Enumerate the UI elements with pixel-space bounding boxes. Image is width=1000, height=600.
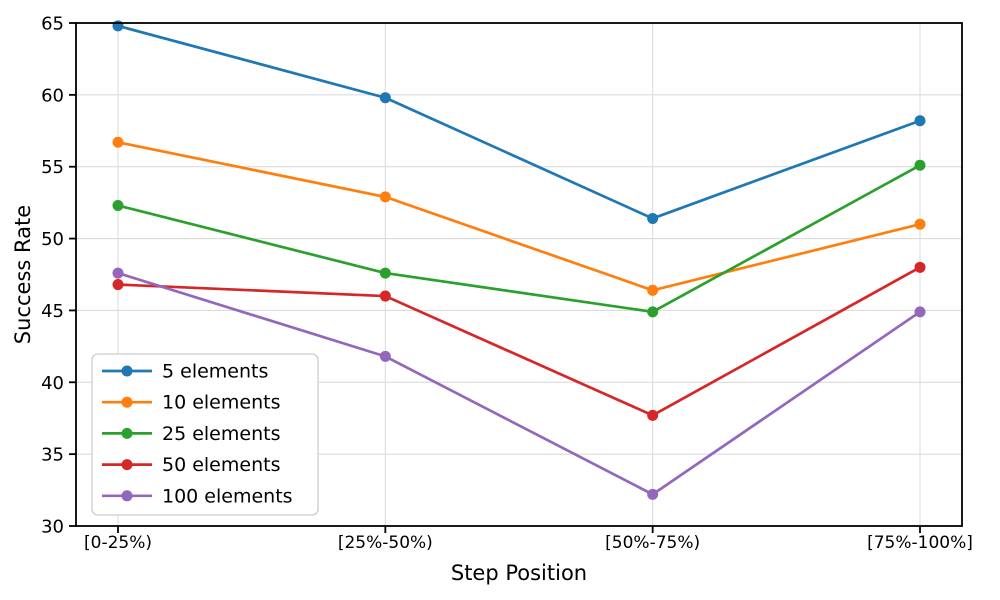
x-tick-label: [0-25%)	[84, 533, 152, 553]
plot-border	[75, 22, 963, 527]
legend-entry: 25 elements	[102, 423, 280, 445]
legend-label: 50 elements	[162, 454, 280, 476]
data-point	[379, 191, 391, 203]
x-tick-label: [75%-100%]	[867, 533, 973, 553]
legend-marker	[121, 396, 133, 408]
y-tick-label: 45	[41, 301, 64, 322]
y-tick-label: 50	[41, 229, 64, 250]
data-point	[112, 136, 124, 148]
data-point	[647, 284, 659, 296]
series-line	[116, 265, 922, 417]
data-point	[914, 306, 926, 318]
y-tick-label: 35	[41, 445, 64, 466]
legend: 5 elements 10 elements 25 elements 50 eleme…	[91, 353, 319, 516]
data-point	[647, 488, 659, 500]
y-tick-label: 65	[41, 14, 64, 35]
x-tick-label: [25%-50%)	[338, 533, 433, 553]
y-tick-label: 60	[41, 85, 64, 106]
series-100-elements	[112, 267, 926, 500]
legend-marker	[121, 365, 133, 377]
x-tick-label: [50%-75%)	[605, 533, 700, 553]
data-point	[379, 92, 391, 104]
data-point	[914, 261, 926, 273]
legend-label: 5 elements	[162, 361, 268, 383]
data-point	[112, 279, 124, 291]
legend-label: 25 elements	[162, 423, 280, 445]
data-point	[379, 267, 391, 279]
legend-label: 100 elements	[162, 485, 293, 507]
series-10-elements	[112, 136, 926, 296]
data-point	[914, 115, 926, 127]
y-tick-label: 40	[41, 373, 64, 394]
y-tick-label: 55	[41, 157, 64, 178]
data-point	[914, 218, 926, 230]
legend-marker	[121, 459, 133, 471]
x-axis-title: Step Position	[451, 561, 587, 585]
y-tick-label: 30	[41, 517, 64, 538]
legend-marker	[121, 427, 133, 439]
series-25-elements	[112, 159, 926, 318]
data-point	[647, 306, 659, 318]
series-line	[116, 140, 922, 292]
series-line	[116, 163, 922, 314]
data-point	[914, 159, 926, 171]
legend-marker	[121, 490, 133, 502]
data-point	[112, 267, 124, 279]
axes: 30 35 40 45 50 55 60 65 [0-25%) [25%-50%) [50%-75%…	[41, 14, 973, 554]
series-50-elements	[112, 261, 926, 421]
data-point	[647, 212, 659, 224]
data-point	[112, 20, 124, 32]
y-axis-title: Success Rate	[11, 205, 35, 344]
legend-entry: 5 elements	[102, 361, 268, 383]
data-point	[647, 409, 659, 421]
series-line	[116, 24, 922, 220]
legend-label: 10 elements	[162, 392, 280, 414]
data-point	[379, 290, 391, 302]
legend-entry: 100 elements	[102, 485, 293, 507]
data-point	[112, 200, 124, 212]
series-line	[116, 271, 922, 496]
legend-box	[91, 353, 319, 516]
legend-entry: 10 elements	[102, 392, 280, 414]
legend-entry: 50 elements	[102, 454, 280, 476]
data-point	[379, 350, 391, 362]
